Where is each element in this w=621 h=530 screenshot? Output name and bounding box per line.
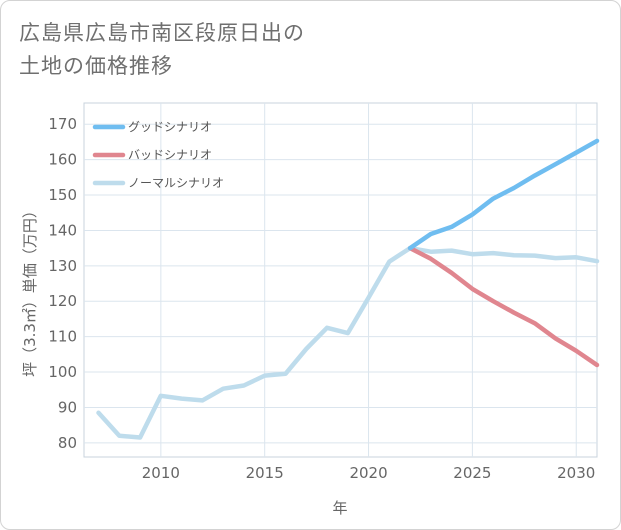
x-tick-label: 2025 [453,464,491,482]
chart-title-line-1: 広島県広島市南区段原日出の [19,21,305,45]
x-tick-label: 2010 [142,464,180,482]
y-tick-label: 120 [48,292,77,310]
chart-title-line-2: 土地の価格推移 [19,54,173,78]
y-tick-label: 80 [58,434,77,452]
chart-title: 広島県広島市南区段原日出の 土地の価格推移 [19,17,305,83]
series-line-2 [407,245,600,368]
y-tick-label: 150 [48,186,77,204]
x-axis-label: 年 [332,499,347,517]
series-line-3 [96,245,600,440]
x-axis-ticks: 2010 2015 2020 2025 2030 [142,464,596,482]
y-tick-label: 130 [48,257,77,275]
y-tick-label: 90 [58,398,77,416]
y-tick-label: 100 [48,363,77,381]
y-tick-label: 160 [48,151,77,169]
y-tick-label: 110 [48,328,77,346]
series-lines [96,138,600,440]
y-axis-ticks: 80 90 100 110 120 130 140 150 160 170 [48,115,77,452]
x-tick-label: 2030 [557,464,595,482]
x-tick-label: 2015 [246,464,284,482]
grid [84,103,597,457]
x-tick-label: 2020 [349,464,387,482]
legend-label: バッドシナリオ [128,148,212,162]
y-tick-label: 140 [48,221,77,239]
y-axis-label: 坪（3.3㎡）単価（万円） [21,203,39,377]
y-tick-label: 170 [48,115,77,133]
series-line-1 [407,138,600,251]
legend-label: ノーマルシナリオ [128,176,224,190]
legend-label: グッドシナリオ [128,120,212,134]
